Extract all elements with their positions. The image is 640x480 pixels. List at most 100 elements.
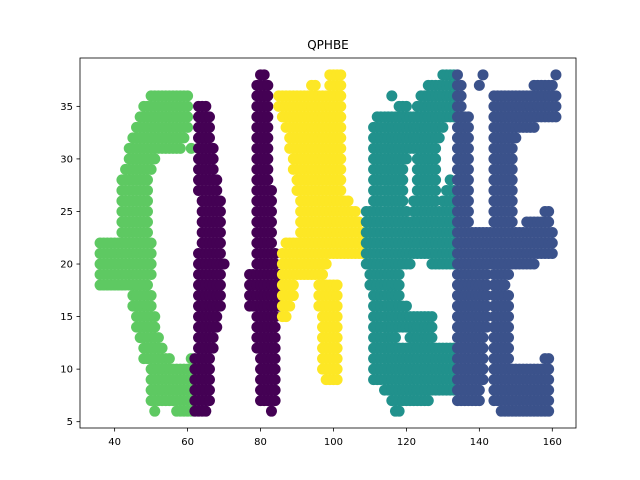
data-point [163,353,175,365]
data-point [506,184,518,196]
data-point [262,100,274,112]
data-point [462,184,474,196]
x-axis-ticks: 40 60 80 100 120 140 160 [108,428,562,448]
x-tick-label: 60 [181,437,194,448]
data-point [262,111,274,123]
data-point [182,121,194,133]
data-point [203,353,215,365]
data-point [269,353,281,365]
data-point [174,142,186,154]
data-point [200,405,212,417]
data-point [141,226,153,238]
data-point [473,79,485,91]
data-point [287,279,299,291]
data-point [426,311,438,323]
data-point [550,100,562,112]
data-point [265,205,277,217]
data-point [331,363,343,375]
data-point [462,205,474,217]
data-point [426,321,438,333]
data-point [543,216,555,228]
data-point [214,300,226,312]
data-point [152,332,164,344]
data-point [543,395,555,407]
series-0 [94,90,197,417]
data-point [397,174,409,186]
data-point [550,90,562,102]
data-point [462,121,474,133]
data-point [335,163,347,175]
data-point [331,300,343,312]
data-point [262,174,274,186]
data-point [200,100,212,112]
data-point [262,163,274,175]
x-tick-label: 120 [397,437,416,448]
data-point [462,195,474,207]
data-point [141,279,153,291]
data-point [309,79,321,91]
data-point [422,395,434,407]
data-point [214,248,226,260]
data-point [462,174,474,186]
data-point [451,69,463,81]
data-point [269,332,281,344]
data-point [214,205,226,217]
data-point [265,226,277,238]
data-point [211,184,223,196]
data-point [262,153,274,165]
data-point [269,321,281,333]
data-point [503,290,515,302]
data-point [477,69,489,81]
data-point [455,79,467,91]
x-tick-label: 140 [470,437,489,448]
data-point [430,184,442,196]
y-tick-label: 30 [60,154,73,165]
data-point [141,216,153,228]
data-point [211,311,223,323]
data-point [145,300,157,312]
data-point [207,163,219,175]
data-point [506,205,518,217]
data-point [477,353,489,365]
data-point [331,374,343,386]
data-point [331,342,343,354]
data-point [335,184,347,196]
data-point [455,100,467,112]
data-point [265,405,277,417]
data-point [214,290,226,302]
data-point [477,363,489,375]
data-point [262,121,274,133]
data-point [207,332,219,344]
data-point [280,311,292,323]
data-point [503,311,515,323]
data-point [214,195,226,207]
data-point [543,363,555,375]
data-point [214,237,226,249]
data-point [335,121,347,133]
data-point [335,153,347,165]
data-point [156,342,168,354]
data-point [320,258,332,270]
data-point [207,342,219,354]
y-tick-label: 25 [60,207,73,218]
data-point [462,142,474,154]
data-point [393,269,405,281]
y-tick-label: 10 [60,365,73,376]
data-point [269,384,281,396]
data-point [455,90,467,102]
data-point [214,226,226,238]
data-point [506,216,518,228]
data-point [546,237,558,249]
data-point [207,153,219,165]
data-point [141,184,153,196]
data-point [430,163,442,175]
data-point [331,290,343,302]
data-point [265,184,277,196]
data-point [503,321,515,333]
data-point [477,342,489,354]
data-point [182,100,194,112]
data-point [393,405,405,417]
data-point [404,258,416,270]
data-point [400,100,412,112]
